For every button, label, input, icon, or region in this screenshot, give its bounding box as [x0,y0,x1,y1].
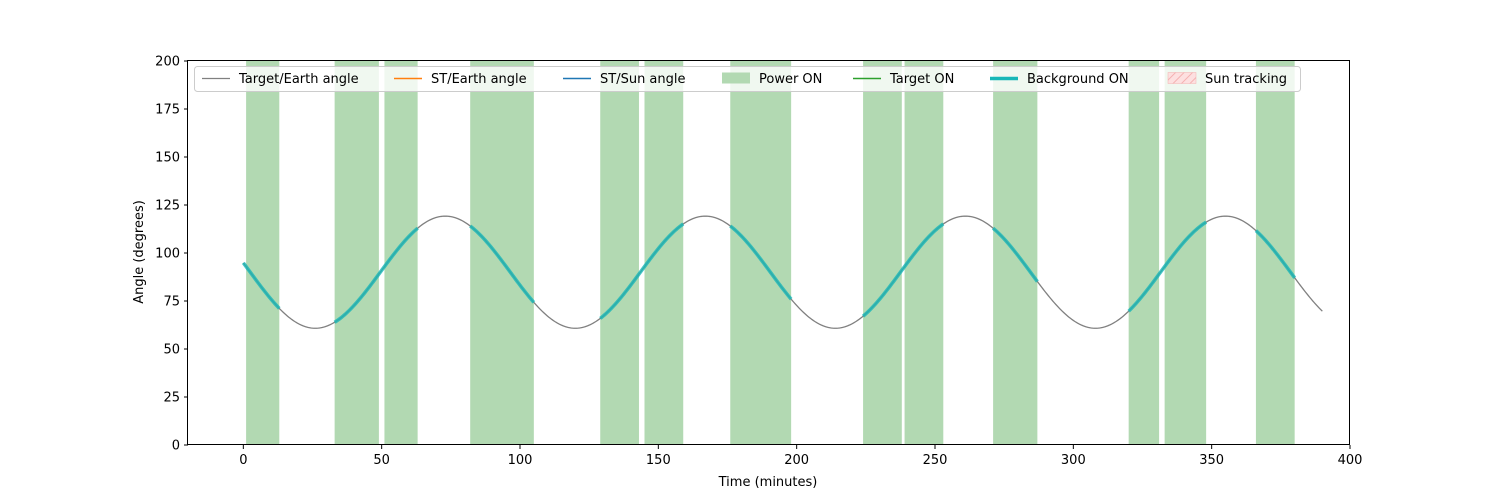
legend-handle [1167,72,1197,84]
background-on-segments [241,220,1297,324]
legend-label: ST/Earth angle [431,72,527,87]
x-tick-label: 400 [1338,453,1363,468]
power-on-band [470,61,534,445]
background-on-segment [241,261,281,310]
legend-label: Sun tracking [1205,72,1287,87]
legend: Target/Earth angle ST/Earth angle ST/Sun a… [194,66,1301,92]
background-on-segment [729,224,793,301]
y-tick-label: 200 [155,55,180,70]
legend-label: Target ON [889,72,954,87]
y-tick-label: 0 [172,439,180,454]
power-on-band [730,61,792,445]
power-on-band [644,61,684,445]
y-tick-label: 100 [155,247,180,262]
background-on-segment [1127,220,1208,313]
x-tick-label: 50 [373,453,390,468]
y-tick-label: 25 [163,391,180,406]
y-tick-label: 125 [155,199,180,214]
x-axis-label: Time (minutes) [718,475,818,490]
power-on-band [600,61,639,445]
background-on-segment [1254,229,1297,279]
x-tick-label: 200 [784,453,809,468]
legend-item: Background ON [990,72,1129,87]
power-on-band [1164,61,1207,445]
legend-label: Background ON [1027,72,1129,87]
background-on-segment [469,224,536,304]
y-axis-label: Angle (degrees) [132,200,147,304]
legend-label: Target/Earth angle [238,72,359,87]
y-tick-label: 75 [163,295,180,310]
y-tick-label: 50 [163,343,180,358]
legend-item: ST/Earth angle [394,72,527,87]
power-on-band [904,61,944,445]
background-on-segment [861,222,945,318]
legend-item: Target ON [853,72,954,87]
x-axis-ticks: 0 50 100 150 200 250 300 350 400 [239,445,1362,468]
legend-label: Power ON [759,72,822,87]
x-tick-label: 100 [508,453,533,468]
background-on-segment [991,226,1039,283]
power-on-band [246,61,280,445]
legend-item: Power ON [722,72,822,87]
y-axis-ticks: 0 25 50 75 100 125 150 175 200 [155,55,188,454]
background-on-segment [333,226,419,324]
y-tick-label: 175 [155,103,180,118]
x-tick-label: 0 [239,453,247,468]
power-on-band [1128,61,1160,445]
power-on-band [384,61,418,445]
y-tick-label: 150 [155,151,180,166]
power-on-bands [246,61,1295,445]
power-on-band [863,61,902,445]
legend-label: ST/Sun angle [600,72,686,87]
legend-item: Target/Earth angle [202,72,359,87]
x-tick-label: 150 [646,453,671,468]
legend-item: ST/Sun angle [563,72,686,87]
background-on-segment [599,222,685,320]
legend-item: Sun tracking [1167,72,1287,87]
power-on-band [334,61,379,445]
x-tick-label: 350 [1199,453,1224,468]
x-tick-label: 250 [923,453,948,468]
x-tick-label: 300 [1061,453,1086,468]
legend-handle [722,72,750,84]
